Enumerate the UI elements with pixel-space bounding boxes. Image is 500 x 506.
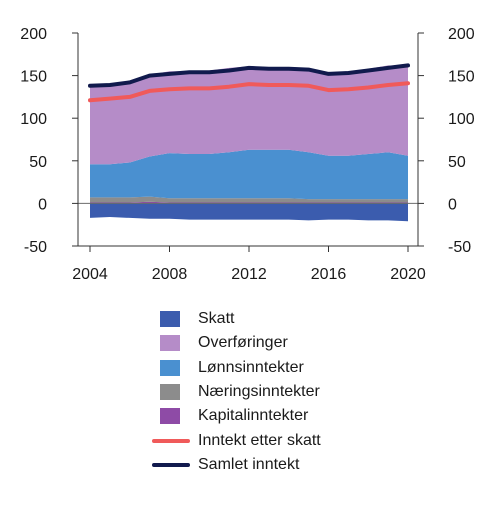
legend-label-kapitalinntekter: Kapitalinntekter xyxy=(198,407,309,425)
y-tick-label-right: 50 xyxy=(448,154,466,171)
y-tick-label-right: 100 xyxy=(448,111,475,128)
x-tick-label: 2004 xyxy=(72,266,108,283)
legend-label-naringsinntekter: Næringsinntekter xyxy=(198,383,320,401)
legend-label-overforinger: Overføringer xyxy=(198,334,288,352)
y-tick-label-right: -50 xyxy=(448,239,471,256)
legend-label-inntekt-etter-skatt: Inntekt etter skatt xyxy=(198,431,321,449)
income-chart: 200 200 150 150 100 100 50 50 0 0 -50 -50 2004 2008 20… xyxy=(20,26,475,283)
legend-label-lonnsinntekter: Lønnsinntekter xyxy=(198,358,304,376)
legend-item-naringsinntekter: Næringsinntekter xyxy=(160,380,321,404)
area-naringsinntekter xyxy=(90,196,408,203)
area-skatt xyxy=(90,203,408,222)
legend-label-skatt: Skatt xyxy=(198,310,235,328)
legend-item-samlet-inntekt: Samlet inntekt xyxy=(152,453,321,477)
legend-swatch-samlet-inntekt xyxy=(152,462,190,467)
legend-item-overforinger: Overføringer xyxy=(160,331,321,355)
legend-label-samlet-inntekt: Samlet inntekt xyxy=(198,455,300,473)
y-tick-label-left: 0 xyxy=(38,196,47,213)
legend-item-skatt: Skatt xyxy=(160,307,321,331)
y-tick-label-left: 50 xyxy=(29,154,47,171)
y-tick-label-left: 100 xyxy=(20,111,47,128)
legend-swatch-inntekt-etter-skatt xyxy=(152,438,190,443)
area-lonnsinntekter xyxy=(90,149,408,200)
y-tick-label-left: -50 xyxy=(24,239,47,256)
line-samlet-inntekt xyxy=(88,63,410,88)
legend-swatch-overforinger xyxy=(160,335,180,352)
line-inntekt-etter-skatt xyxy=(88,81,410,103)
y-tick-label-left: 150 xyxy=(20,69,47,86)
x-tick-label: 2008 xyxy=(152,266,188,283)
x-tick-label: 2012 xyxy=(231,266,267,283)
y-tick-label-right: 0 xyxy=(448,196,457,213)
legend-swatch-lonnsinntekter xyxy=(160,359,180,376)
legend-item-inntekt-etter-skatt: Inntekt etter skatt xyxy=(152,428,321,452)
legend-swatch-naringsinntekter xyxy=(160,384,180,401)
y-tick-label-right: 150 xyxy=(448,69,475,86)
legend-swatch-kapitalinntekter xyxy=(160,408,180,425)
x-tick-label: 2020 xyxy=(390,266,426,283)
x-tick-label: 2016 xyxy=(311,266,347,283)
legend-swatch-skatt xyxy=(160,311,180,328)
legend-item-kapitalinntekter: Kapitalinntekter xyxy=(160,404,321,428)
y-tick-label-left: 200 xyxy=(20,26,47,43)
y-tick-label-right: 200 xyxy=(448,26,475,43)
legend-item-lonnsinntekter: Lønnsinntekter xyxy=(160,356,321,380)
legend: Skatt Overføringer Lønnsinntekter Næring… xyxy=(152,307,321,477)
